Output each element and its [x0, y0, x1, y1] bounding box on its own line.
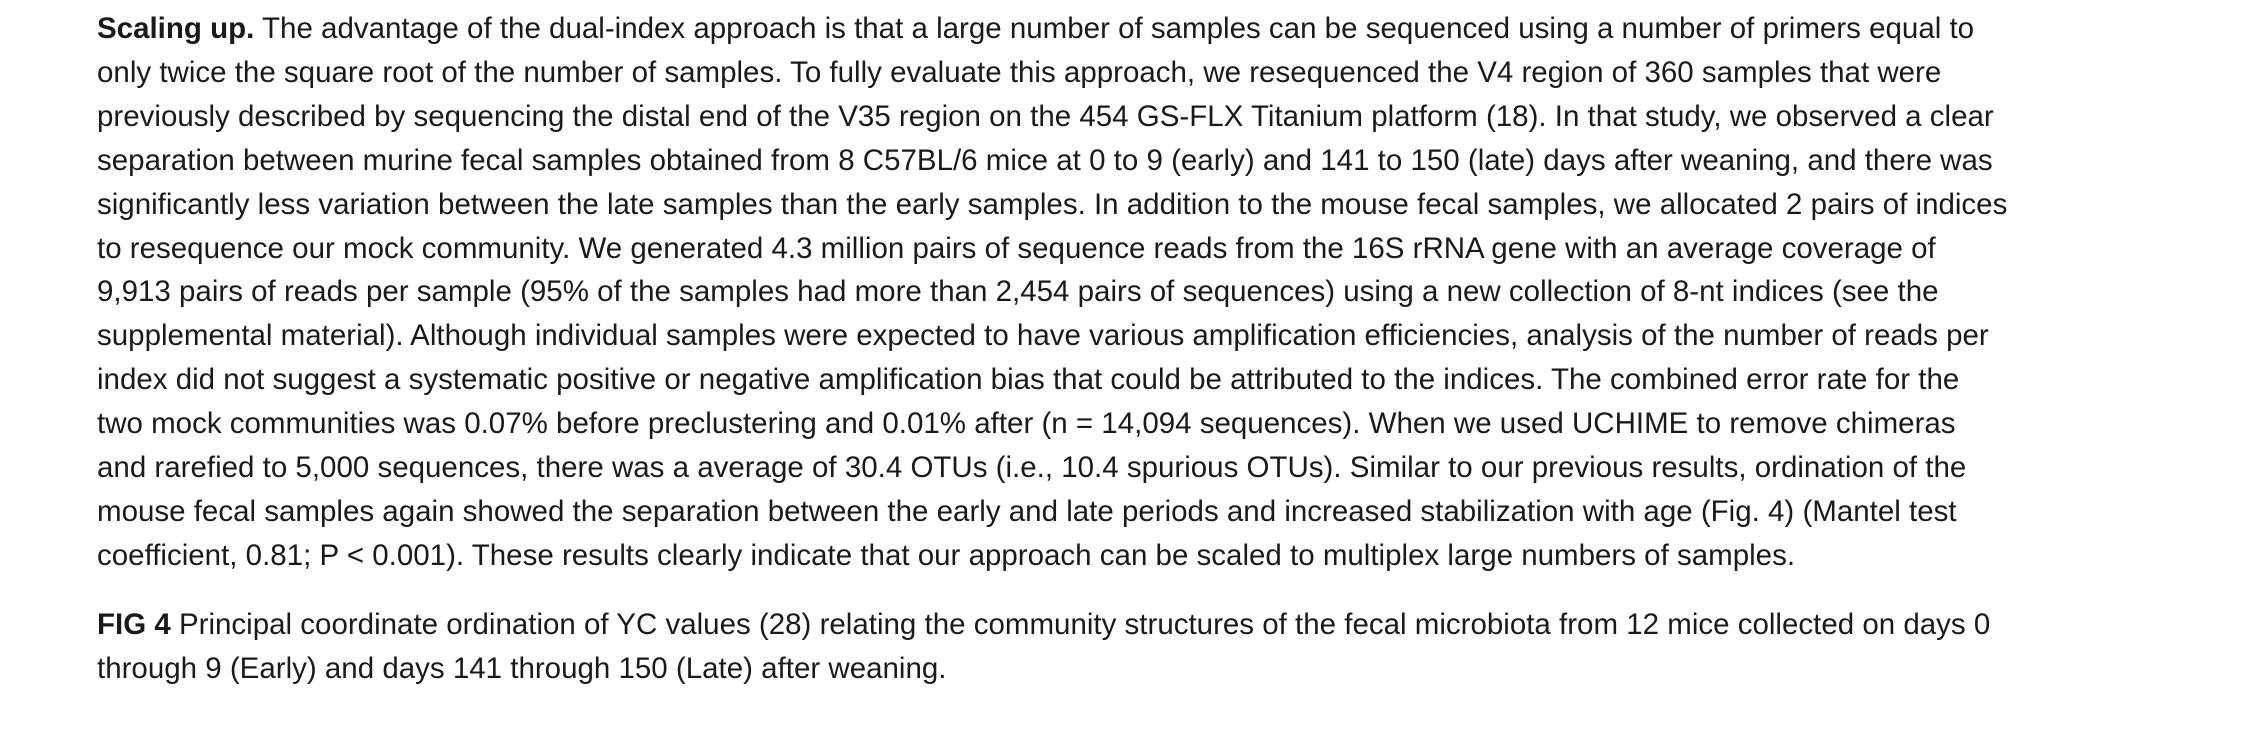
paragraph-line: coefficient, 0.81; P < 0.001). These res…	[97, 538, 1796, 572]
caption-line: FIG 4 Principal coordinate ordination of…	[97, 603, 2222, 647]
figure-caption: FIG 4 Principal coordinate ordination of…	[97, 603, 2222, 691]
article-page: Scaling up. The advantage of the dual-in…	[97, 7, 2222, 685]
figure-label: FIG 4	[97, 608, 171, 641]
paragraph-line: and rarefied to 5,000 sequences, there w…	[97, 451, 1967, 485]
paragraph-line-text: The advantage of the dual-index approach…	[254, 12, 1975, 45]
paragraph-line: Scaling up. The advantage of the dual-in…	[97, 7, 2222, 51]
paragraph-line: supplemental material). Although individ…	[97, 319, 1989, 353]
caption-line: through 9 (Early) and days 141 through 1…	[97, 652, 947, 685]
paragraph-line: to resequence our mock community. We gen…	[97, 231, 1936, 265]
paragraph-line: significantly less variation between the…	[97, 187, 2008, 221]
paragraph-line: two mock communities was 0.07% before pr…	[97, 407, 1956, 441]
caption-line-text: Principal coordinate ordination of YC va…	[170, 608, 1991, 641]
section-heading: Scaling up.	[97, 12, 255, 45]
paragraph-line: only twice the square root of the number…	[97, 55, 1942, 89]
paragraph-line: 9,913 pairs of reads per sample (95% of …	[97, 275, 1939, 309]
paragraph-line: mouse fecal samples again showed the sep…	[97, 494, 1957, 528]
body-paragraph: Scaling up. The advantage of the dual-in…	[97, 7, 2222, 578]
paragraph-line: previously described by sequencing the d…	[97, 99, 1994, 133]
paragraph-line: separation between murine fecal samples …	[97, 143, 1993, 177]
paragraph-line: index did not suggest a systematic posit…	[97, 363, 1960, 397]
